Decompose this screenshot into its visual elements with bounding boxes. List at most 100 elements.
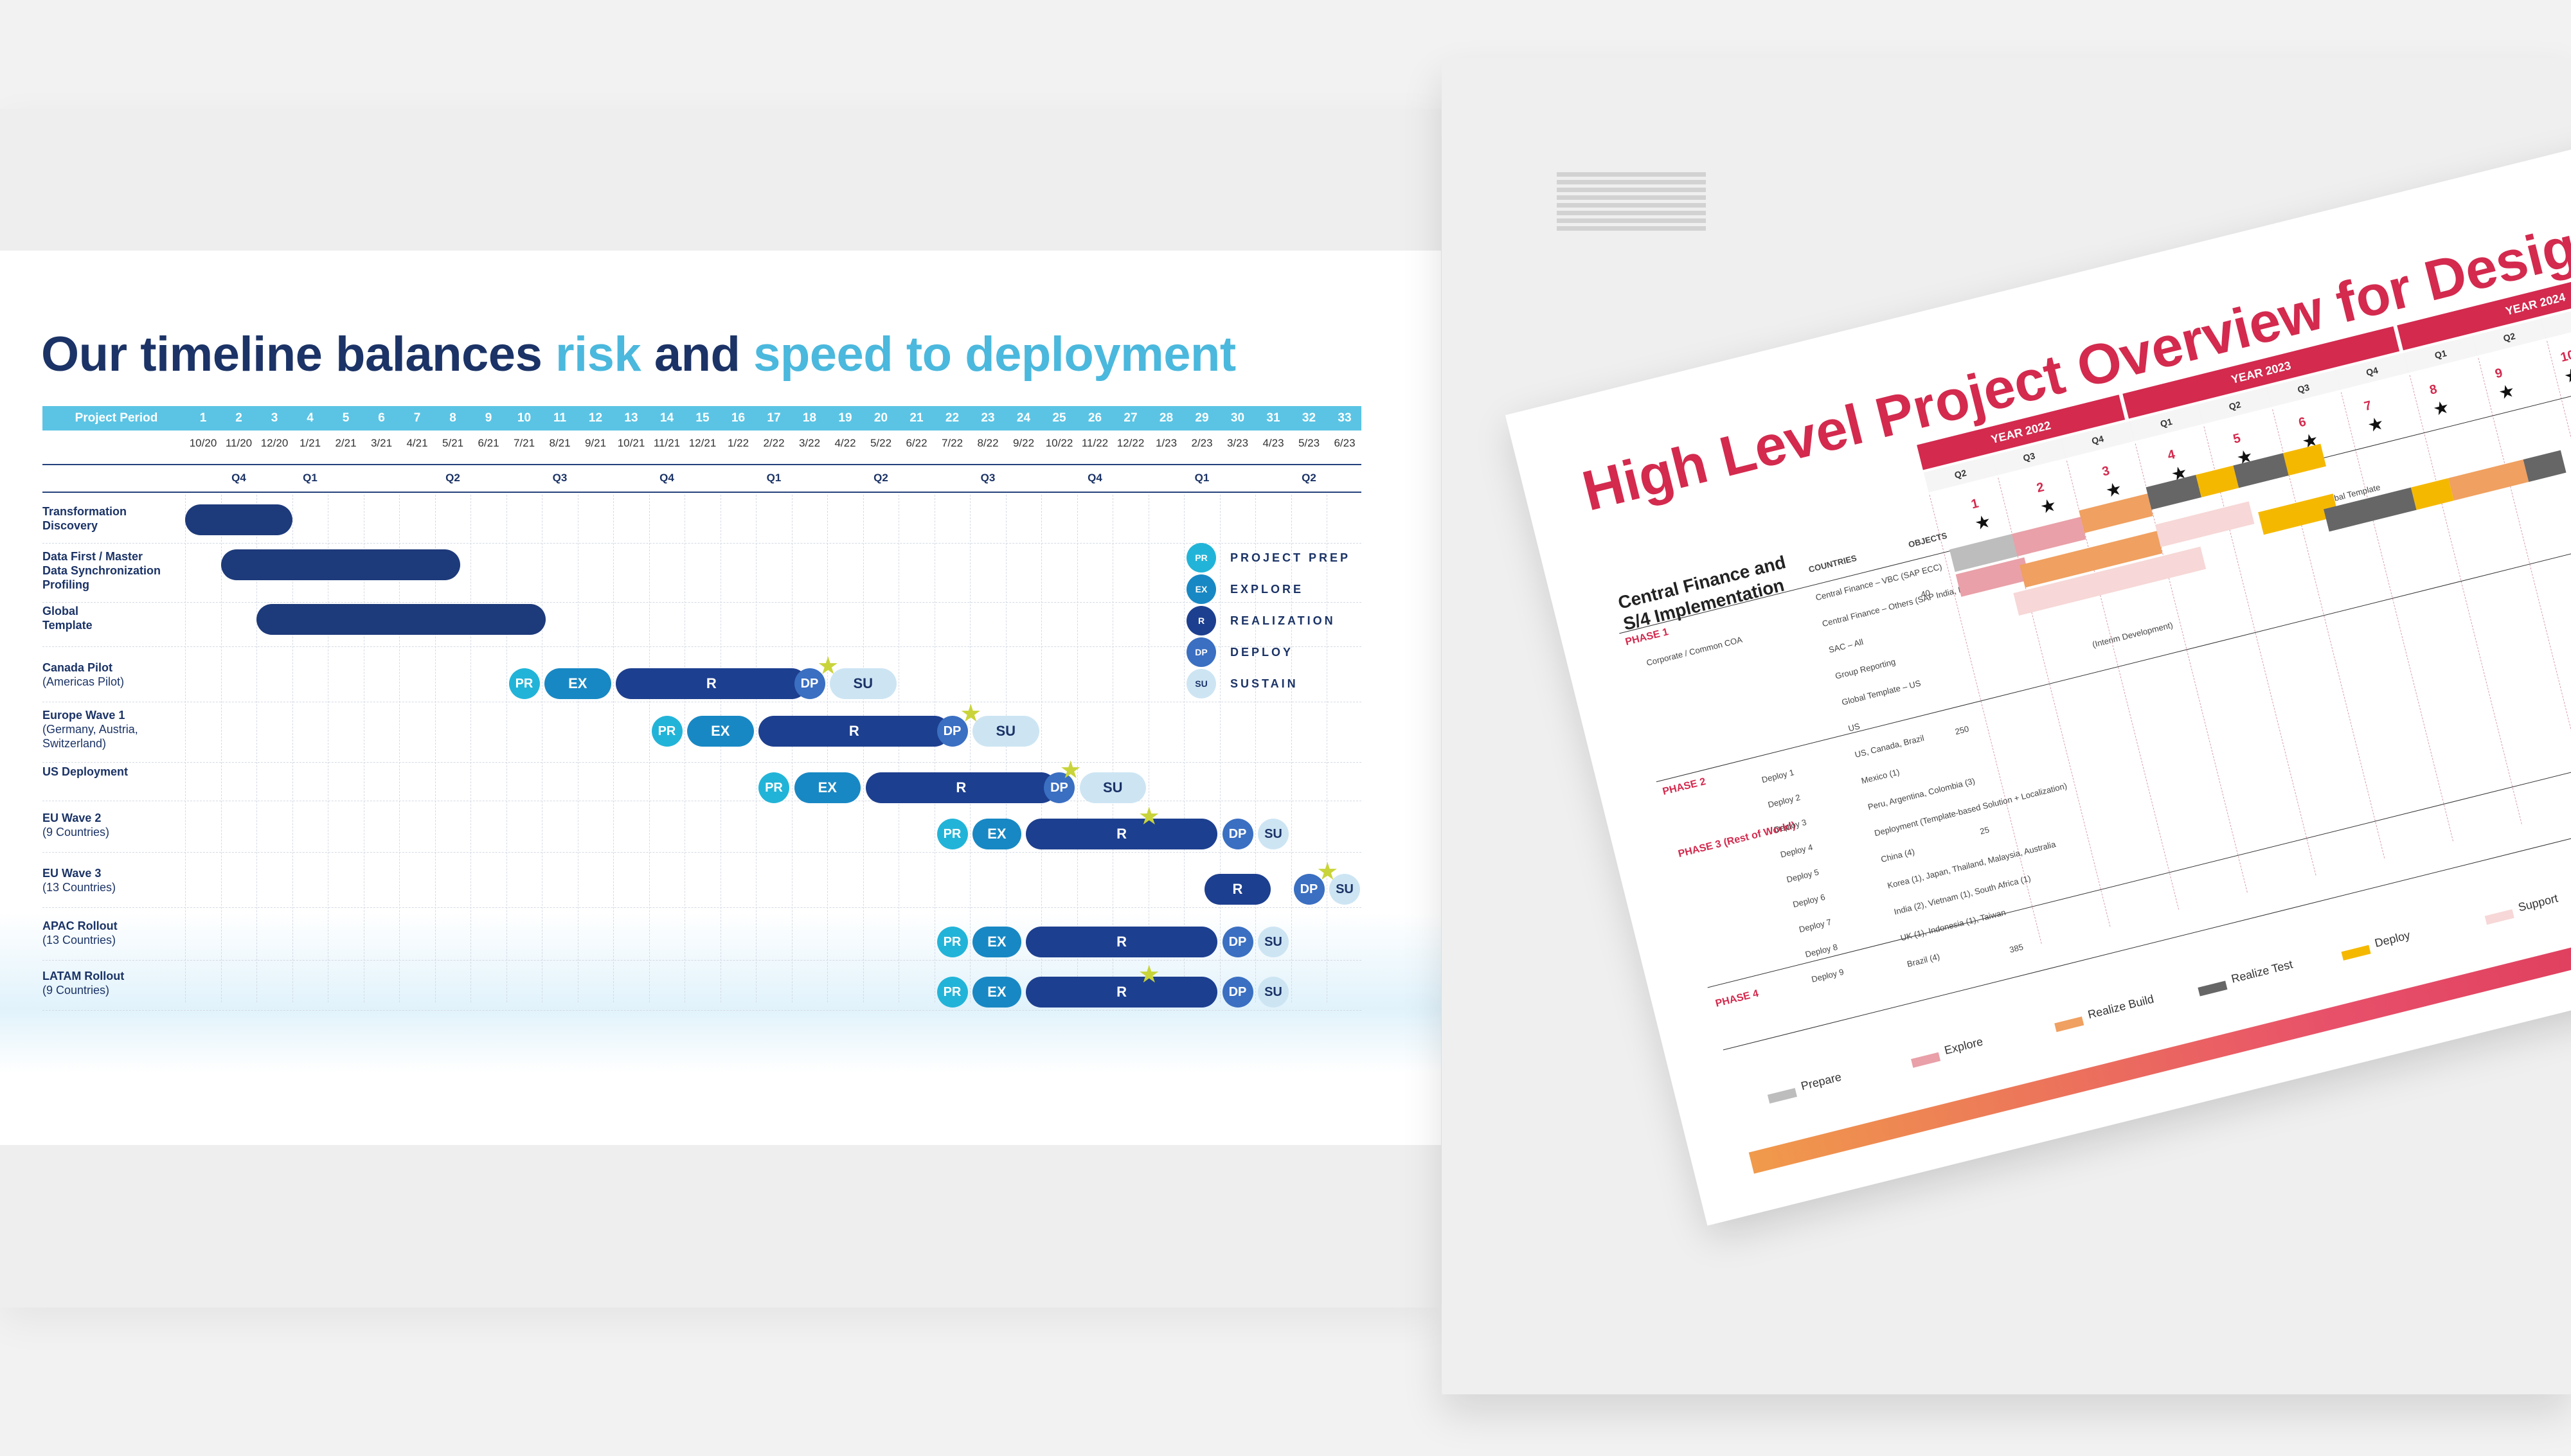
milestone-star-icon: ★ — [1138, 961, 1160, 988]
period-number: 2 — [235, 411, 242, 425]
milestone-star-icon: ★ — [2365, 413, 2387, 436]
period-number: 26 — [1088, 411, 1102, 425]
su-pill: SU — [972, 716, 1039, 747]
pr-circle: PR — [651, 716, 683, 747]
legend-swatch: EX — [1187, 574, 1216, 604]
row-label: Transformation Discovery — [42, 504, 127, 533]
legend-label: Explore — [1943, 1034, 1985, 1057]
period-number: 9 — [485, 411, 492, 425]
grid-line-vertical — [506, 495, 507, 1002]
period-date: 12/22 — [1116, 437, 1145, 449]
row-label-line: (9 Countries) — [42, 826, 110, 839]
quarter-label: Q1 — [303, 472, 318, 484]
milestone-number: 2 — [2035, 480, 2046, 496]
divider-quarters — [42, 492, 1361, 493]
r-pill: R — [865, 772, 1057, 803]
period-number: 21 — [909, 411, 924, 425]
period-date: 5/22 — [870, 437, 892, 449]
grid-line-horizontal — [42, 762, 1361, 763]
period-date: 3/22 — [798, 437, 821, 449]
period-number: 7 — [413, 411, 421, 425]
grid-line-vertical — [2203, 426, 2316, 876]
country-row: Deployment (Template-based Solution + Lo… — [1873, 781, 2068, 839]
row-label: Canada Pilot (Americas Pilot) — [42, 661, 124, 689]
period-number: 5 — [342, 411, 350, 425]
grid-line-horizontal — [42, 907, 1361, 908]
row-label-line: (Germany, Austria, — [42, 723, 138, 736]
phase-block — [2196, 465, 2239, 497]
su-pill: SU — [1079, 772, 1146, 803]
row-label: APAC Rollout (13 Countries) — [42, 919, 118, 947]
period-date: 10/20 — [189, 437, 217, 449]
period-number: 1 — [199, 411, 207, 425]
title-risk: risk — [555, 327, 641, 382]
divider-top — [42, 464, 1361, 465]
period-date: 12/20 — [260, 437, 289, 449]
milestone-star-icon: ★ — [2496, 380, 2517, 404]
milestone-number: 6 — [2297, 414, 2308, 431]
legend-swatch: PR — [1187, 543, 1216, 573]
row-label-line: APAC Rollout — [42, 919, 118, 932]
period-number: 33 — [1338, 411, 1352, 425]
row-label: Global Template — [42, 604, 93, 632]
row-label-line: (13 Countries) — [42, 934, 116, 946]
quarter-label: Q2 — [873, 472, 888, 484]
period-date: 9/22 — [1012, 437, 1035, 449]
period-date: 7/21 — [513, 437, 535, 449]
quarter-label: Q1 — [766, 472, 782, 484]
period-number: 3 — [271, 411, 278, 425]
legend-swatch — [2054, 1016, 2084, 1033]
ex-pill: EX — [972, 819, 1021, 849]
phase-bar — [256, 604, 546, 635]
grid-line-vertical — [613, 495, 614, 1002]
legend-label: EXPLORE — [1230, 583, 1304, 596]
grid-line-vertical — [1005, 495, 1007, 1002]
grid-line-vertical — [756, 495, 757, 1002]
period-date: 4/21 — [406, 437, 428, 449]
row-label-line: (9 Countries) — [42, 984, 110, 997]
phase-block — [2410, 478, 2454, 510]
period-number: 12 — [588, 411, 603, 425]
period-date: 8/21 — [549, 437, 571, 449]
milestone-number: 4 — [2166, 447, 2177, 463]
ex-pill: EX — [544, 668, 611, 699]
grid-line-vertical — [1077, 495, 1078, 1002]
row-label-line: (Americas Pilot) — [42, 675, 125, 688]
period-date: 12/21 — [688, 437, 717, 449]
dp-circle: DP — [1044, 772, 1075, 803]
grid-line-vertical — [1255, 495, 1257, 1002]
grid-line-vertical — [2547, 341, 2571, 790]
period-number: 22 — [945, 411, 960, 425]
project-period-header: Project Period 1 2 3 4 5 6 7 8 9 10 11 12 13 14 15 16 17… — [42, 406, 1361, 431]
grid-line-vertical — [1219, 495, 1221, 1002]
legend-label: PROJECT PREP — [1230, 551, 1351, 564]
milestone-star-icon: ★ — [1316, 858, 1339, 885]
project-period-label: Project Period — [75, 411, 158, 425]
milestone-number: 10 — [2559, 348, 2571, 365]
ibm-logo-icon — [1557, 172, 1706, 233]
legend-swatch — [2198, 981, 2228, 997]
design-build-subtitle: Central Finance and S/4 Implementation — [1616, 551, 1793, 635]
deploy-label: Deploy 1 — [1760, 767, 1795, 785]
legend-label: SUSTAIN — [1230, 677, 1298, 690]
row-label-line: Profiling — [42, 578, 89, 591]
grid-line-horizontal — [42, 852, 1361, 853]
r-pill: R — [616, 668, 807, 699]
period-date: 11/20 — [225, 437, 253, 449]
period-date: 10/22 — [1045, 437, 1073, 449]
period-date: 10/21 — [617, 437, 645, 449]
grid-line-vertical — [185, 495, 186, 1002]
period-date: 11/21 — [653, 437, 681, 449]
row-label-line: Data Synchronization — [42, 564, 161, 577]
country-row: UK (1), Indonesia (1), Taiwan — [1899, 907, 2007, 943]
period-number: 31 — [1266, 411, 1280, 425]
country-row: Mexico (1) — [1860, 767, 1901, 786]
r-pill: R — [1026, 977, 1217, 1008]
title-part1: Our timeline balances — [41, 327, 542, 382]
quarter-label: Q3 — [552, 472, 568, 484]
grid-line-vertical — [292, 495, 293, 1002]
timeline-slide: Our timeline balances risk and speed to … — [0, 251, 1441, 1145]
period-number: 32 — [1302, 411, 1316, 425]
dp-circle: DP — [794, 668, 825, 699]
ex-pill: EX — [972, 927, 1021, 957]
